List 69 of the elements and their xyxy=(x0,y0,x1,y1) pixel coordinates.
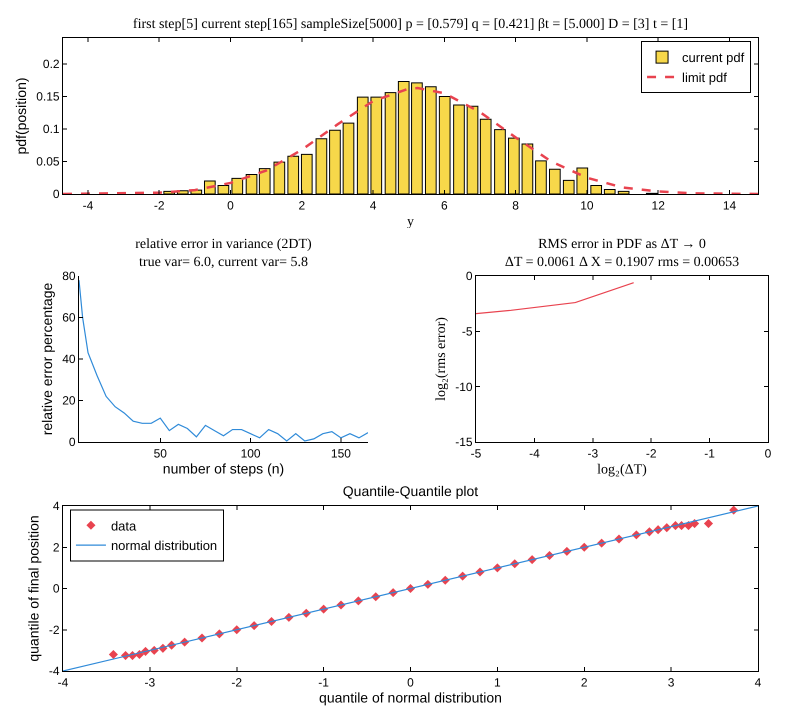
x-tick-label: -4 xyxy=(529,446,540,460)
y-tick-label: 40 xyxy=(62,352,76,366)
y-tick-label: 0.2 xyxy=(42,57,60,72)
x-tick-label: -5 xyxy=(470,446,482,460)
y-tick-label: 0 xyxy=(68,435,76,450)
x-tick-label: 6 xyxy=(441,198,448,212)
x-tick-label: -4 xyxy=(82,198,94,212)
x-axis-title: number of steps (n) xyxy=(162,460,284,477)
x-tick-label: 14 xyxy=(722,198,736,212)
y-tick-label: 0 xyxy=(52,187,60,202)
y-tick-label: 20 xyxy=(62,394,76,408)
x-tick-label: -2 xyxy=(646,446,657,460)
y-tick-label: 80 xyxy=(62,269,76,284)
legend-label: normal distribution xyxy=(110,538,218,554)
y-tick-label: -15 xyxy=(455,435,473,450)
x-axis-title: y xyxy=(407,214,414,230)
chart-title: first step[5] current step[165] sampleSize[5000] p = [0.579] q = [0.421] βt = [5.000] D = [3] t = [1] xyxy=(132,16,688,32)
x-tick-label: 3 xyxy=(668,675,675,690)
point xyxy=(108,650,118,660)
y-tick-label: 0 xyxy=(52,582,60,596)
x-tick-label: 0 xyxy=(407,675,414,690)
legend-label: current pdf xyxy=(682,50,745,66)
x-tick-label: -3 xyxy=(587,446,598,460)
chart-title: relative error in variance (2DT) xyxy=(135,237,312,252)
y-axis-title: relative error percentage xyxy=(38,282,55,436)
x-tick-label: 10 xyxy=(580,198,594,212)
legend-label: data xyxy=(110,518,138,534)
x-tick-label: 2 xyxy=(298,198,306,212)
y-axis-title: log₂(rms error) xyxy=(434,316,449,401)
chart-title: RMS error in PDF as ΔT → 0 xyxy=(538,237,706,252)
x-axis-title: log₂(ΔT) xyxy=(597,462,648,478)
x-tick-label: -2 xyxy=(231,675,242,690)
chart-title: Quantile-Quantile plot xyxy=(342,482,478,499)
y-tick-label: 0.05 xyxy=(36,154,60,169)
line-series xyxy=(63,86,758,194)
x-tick-label: 4 xyxy=(754,675,762,690)
x-tick-label: 0 xyxy=(764,446,772,460)
y-tick-label: 0.15 xyxy=(36,90,60,104)
line-series xyxy=(79,280,368,442)
x-tick-label: 12 xyxy=(652,198,666,212)
x-tick-label: 100 xyxy=(240,446,261,460)
x-tick-label: -1 xyxy=(318,675,330,690)
point xyxy=(704,518,714,528)
y-tick-label: 4 xyxy=(52,499,60,514)
x-tick-label: 150 xyxy=(330,446,352,460)
y-tick-label: 0 xyxy=(466,269,473,284)
line-series xyxy=(476,282,634,314)
y-tick-label: -10 xyxy=(455,380,473,394)
x-tick-label: -1 xyxy=(704,446,716,460)
x-tick-label: -2 xyxy=(154,198,165,212)
y-axis-title: quantile of final position xyxy=(26,515,42,662)
x-tick-label: 1 xyxy=(494,675,502,690)
y-axis-title: pdf(position) xyxy=(12,77,29,155)
x-tick-label: 4 xyxy=(370,198,377,212)
y-tick-label: 0.1 xyxy=(42,122,60,136)
x-axis-title: quantile of normal distribution xyxy=(319,690,502,706)
x-tick-label: 2 xyxy=(580,675,588,690)
y-tick-label: -4 xyxy=(48,664,60,678)
chart-subtitle: true var= 6.0, current var= 5.8 xyxy=(139,255,308,270)
x-tick-label: -3 xyxy=(144,675,156,690)
x-tick-label: 8 xyxy=(512,198,520,212)
x-tick-label: 0 xyxy=(227,198,234,212)
x-tick-label: 50 xyxy=(154,446,168,460)
y-tick-label: -5 xyxy=(462,324,473,339)
y-tick-label: 2 xyxy=(52,540,60,554)
y-tick-label: 60 xyxy=(62,310,76,325)
y-tick-label: -2 xyxy=(48,622,60,637)
legend-label: limit pdf xyxy=(682,70,728,86)
chart-subtitle: ΔT = 0.0061 Δ X = 0.1907 rms = 0.00653 xyxy=(504,255,740,270)
